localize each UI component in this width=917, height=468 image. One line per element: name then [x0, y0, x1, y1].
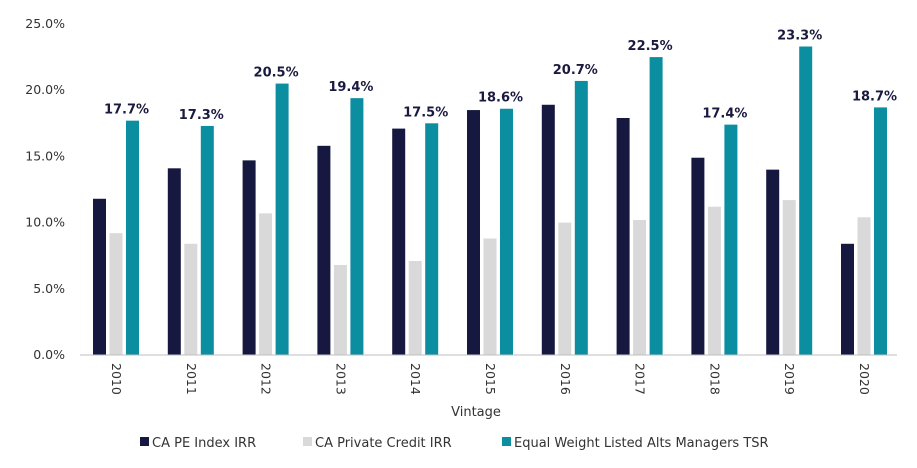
bar-listed-alts-2011: [200, 125, 214, 355]
legend: CA PE Index IRR CA Private Credit IRR Equa…: [140, 436, 769, 451]
bar-pe-index-2012: [242, 160, 256, 355]
bar-private-credit-2019: [782, 200, 796, 355]
bar-pe-index-2013: [317, 145, 331, 355]
x-tick-label: 2010: [109, 363, 124, 395]
bar-listed-alts-2015: [500, 108, 513, 356]
bar-private-credit-2011: [184, 243, 198, 355]
y-tick-label: 20.0%: [25, 82, 65, 97]
bar-listed-alts-2018: [724, 124, 738, 356]
x-tick-label: 2013: [333, 363, 348, 395]
legend-label: CA PE Index IRR: [152, 436, 256, 451]
x-tick-label: 2014: [408, 363, 423, 395]
bar-private-credit-2014: [408, 260, 422, 355]
y-tick-label: 10.0%: [25, 215, 65, 230]
x-tick-label: 2011: [184, 363, 199, 395]
bar-pe-index-2014: [392, 128, 406, 355]
bar-pe-index-2010: [93, 198, 106, 355]
bar-private-credit-2016: [558, 222, 572, 355]
x-tick-label: 2020: [857, 363, 872, 395]
y-tick-label: 15.0%: [25, 148, 65, 163]
bar-pe-index-2018: [691, 157, 705, 355]
bar-listed-alts-2012: [275, 83, 289, 355]
data-label: 22.5%: [628, 39, 673, 54]
bar-listed-alts-2017: [649, 57, 663, 355]
data-label: 17.3%: [179, 108, 224, 123]
y-tick-label: 25.0%: [25, 16, 65, 31]
x-tick-label: 2017: [633, 363, 648, 395]
y-tick-label: 0.0%: [33, 347, 65, 362]
y-tick-label: 5.0%: [33, 281, 65, 296]
bar-pe-index-2015: [467, 110, 480, 355]
bar-listed-alts-2016: [574, 80, 588, 355]
data-label: 23.3%: [777, 29, 822, 44]
bar-listed-alts-2010: [126, 120, 139, 355]
legend-swatch: [140, 437, 149, 446]
data-label: 17.7%: [104, 103, 149, 118]
x-tick-label: 2018: [707, 363, 722, 395]
data-label: 18.6%: [478, 91, 523, 106]
bar-listed-alts-2013: [350, 98, 364, 356]
bar-private-credit-2020: [857, 217, 871, 355]
x-tick-label: 2016: [558, 363, 573, 395]
bar-pe-index-2019: [766, 169, 780, 355]
bar-pe-index-2020: [841, 243, 854, 355]
x-tick-label: 2015: [483, 363, 498, 395]
bar-pe-index-2016: [541, 104, 555, 355]
x-axis-title: Vintage: [451, 405, 501, 420]
bar-listed-alts-2019: [799, 46, 813, 356]
y-axis: 0.0% 5.0% 10.0% 15.0% 20.0% 25.0%: [25, 16, 65, 362]
bar-private-credit-2010: [109, 233, 123, 355]
legend-label: Equal Weight Listed Alts Managers TSR: [514, 436, 769, 451]
data-label: 17.4%: [702, 107, 747, 122]
data-label: 17.5%: [403, 105, 448, 120]
bar-pe-index-2011: [167, 168, 181, 355]
bars: 17.7% 17.3% 20.5% 19.4% 17.5% 18.6% 20.7% 22.5%…: [93, 29, 897, 356]
bar-private-credit-2013: [333, 264, 347, 355]
legend-swatch: [303, 437, 312, 446]
bar-private-credit-2017: [633, 219, 647, 355]
data-label: 20.7%: [553, 63, 598, 78]
bar-private-credit-2015: [483, 238, 497, 355]
legend-label: CA Private Credit IRR: [315, 436, 452, 451]
bar-listed-alts-2014: [425, 123, 439, 355]
legend-swatch: [502, 437, 511, 446]
bar-pe-index-2017: [616, 118, 630, 355]
bar-private-credit-2018: [707, 206, 721, 355]
data-label: 19.4%: [328, 80, 373, 95]
x-tick-label: 2019: [782, 363, 797, 395]
x-axis: 2010 2011 2012 2013 2014 2015 2016 2017 2018 2019…: [109, 363, 872, 395]
data-label: 18.7%: [852, 89, 897, 104]
data-label: 20.5%: [254, 66, 299, 81]
bar-private-credit-2012: [259, 213, 273, 355]
bar-listed-alts-2020: [874, 107, 887, 355]
x-tick-label: 2012: [259, 363, 274, 395]
